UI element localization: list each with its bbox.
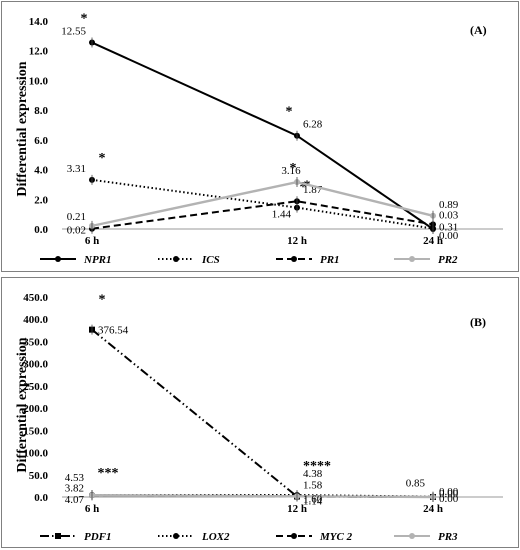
panel-b-legend-label: PDF1 [84,531,112,543]
panel-b-legend-label: PR3 [438,531,458,543]
panel-b-legend-label: LOX2 [201,531,230,543]
panel-a-y-tick-label: 10.0 [29,75,49,87]
panel-b-data-label: 0.00 [439,488,459,500]
panel-a-significance-marker: * [304,179,311,194]
panel-a-series-line-pr1 [91,200,434,230]
panel-b-series-line-pdf1 [91,328,434,498]
panel-a-x-tick-label: 12 h [287,235,307,247]
panel-b-y-tick-label: 300.0 [23,359,48,371]
panel-a-data-label: 0.31 [439,221,458,233]
panel-b-legend-label: MYC 2 [319,531,353,543]
panel-b-y-tick-label: 150.0 [23,425,48,437]
panel-b-legend-marker [409,533,415,539]
panel-b-y-tick-label: 200.0 [23,403,48,415]
panel-a-chart: (A) Differential expression 0.0 2.0 4.0 6.0… [15,12,503,266]
panel-b-data-label: 1.60 [303,493,323,505]
panel-a-legend-label: ICS [201,254,220,266]
panel-b-group-significance-marker: **** [303,459,331,474]
panel-a-series-line-npr1 [91,41,434,230]
panel-b-frame [1,277,519,548]
panel-a-frame [1,1,519,272]
panel-b-legend-marker [173,533,179,539]
panel-a-data-label: 0.03 [439,210,459,222]
panel-b-data-label: 1.14 [303,495,323,507]
panel-a-legend-marker [291,256,297,262]
panel-b-y-tick-label: 350.0 [23,336,48,348]
panel-a-data-label: 0.21 [67,211,86,223]
panel-b-legend-marker [55,533,61,539]
panel-b-x-tick-label: 6 h [85,503,99,515]
panel-a-y-tick-label: 6.0 [34,135,48,147]
panel-a-y-tick-label: 12.0 [29,46,49,58]
panel-a-legend-label: PR1 [320,254,340,266]
panel-a-legend-marker [55,256,61,262]
panel-b-y-tick-label: 50.0 [29,470,49,482]
panel-b-data-label: 3.82 [65,482,84,494]
panel-a-data-label: 12.55 [61,26,86,38]
panel-b-y-tick-label: 400.0 [23,314,48,326]
panel-a-series-line-ics [91,178,434,230]
panel-b-y-tick-label: 0.0 [34,492,48,504]
panel-b-chart: (B) Differential expression 0.0 50.0 100.0… [15,292,503,543]
panel-a-y-tick-label: 14.0 [29,16,49,28]
panel-a-y-tick-label: 4.0 [34,165,48,177]
panel-a-data-label: 1.44 [272,209,292,221]
panel-b-data-label: 4.38 [303,468,323,480]
panel-a-x-tick-label: 6 h [85,235,99,247]
panel-a-data-label: 6.28 [303,119,323,131]
panel-b-significance-marker: * [99,293,106,308]
panel-b-y-tick-label: 100.0 [23,448,48,460]
panel-b-tag: (B) [470,315,486,329]
panel-a-tag: (A) [470,23,487,37]
panel-a-significance-marker: * [286,105,293,120]
panel-a-y-axis-title: Differential expression [15,61,30,196]
panel-a-y-tick-label: 8.0 [34,105,48,117]
panel-a-significance-marker: * [99,151,106,166]
panel-a-legend-marker [173,256,179,262]
panel-a-data-label: 3.31 [67,163,86,175]
panel-a-x-tick-label: 24 h [423,235,443,247]
panel-a-significance-marker: * [290,161,297,176]
panel-a-data-label: 0.89 [439,199,459,211]
panel-a-significance-marker: * [81,12,88,27]
panel-b-group-significance-marker: *** [98,466,119,481]
panel-a-significance-marker: * [300,180,307,195]
panel-b-y-tick-label: 450.0 [23,292,48,304]
panel-a-legend-label: PR2 [438,254,458,266]
panel-a-data-label: 3.16 [281,165,301,177]
panel-b-data-label: 0.00 [439,493,459,505]
panel-b-data-label: 0.00 [439,486,459,498]
panel-b-data-label: 4.07 [65,494,85,506]
panel-b-x-tick-label: 24 h [423,503,443,515]
panel-b-legend-marker [291,533,297,539]
panel-a-y-tick-label: 0.0 [34,224,48,236]
panel-b-data-label: 0.85 [406,478,426,490]
panel-b-x-tick-label: 12 h [287,503,307,515]
panel-b-data-label: 1.58 [303,479,323,491]
panel-a-data-label: 0.00 [439,230,459,242]
panel-b-y-tick-label: 250.0 [23,381,48,393]
panel-b-plot-area: 0.0 50.0 100.0 150.0 200.0 250.0 300.0 350.0 400… [23,292,503,543]
panel-b-data-label: 376.54 [98,325,129,337]
panel-a-data-label: 0.02 [67,225,86,237]
panel-b-y-axis-title: Differential expression [15,337,30,472]
panel-a-legend-marker [409,256,415,262]
panel-a-y-tick-label: 2.0 [34,194,48,206]
panel-b-data-label: 4.53 [65,472,85,484]
panel-a-legend-label: NPR1 [83,254,112,266]
panel-a-series-line-pr2 [91,180,434,228]
panel-a-plot-area: 0.0 2.0 4.0 6.0 8.0 10.0 12.0 14.0 6 h 12 h 24 h 12… [29,12,503,266]
